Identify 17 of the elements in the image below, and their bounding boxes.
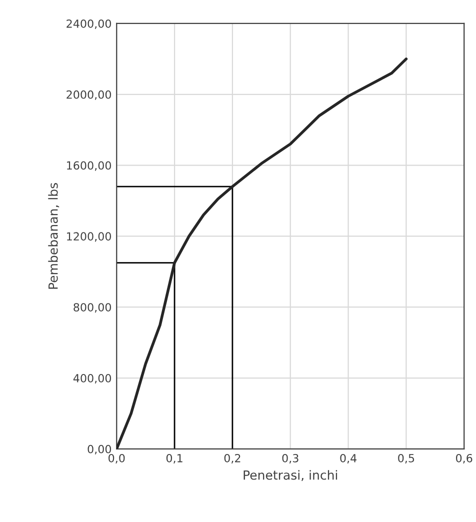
- x-tick-label: 0,0: [108, 454, 125, 464]
- y-tick-label: 2400,00: [66, 19, 112, 30]
- y-tick-label: 1600,00: [67, 161, 112, 171]
- x-tick-label: 0,4: [340, 454, 356, 464]
- x-tick-label: 0,6: [456, 454, 472, 464]
- y-tick-label: 2000,00: [66, 90, 112, 100]
- x-tick-label: 0,2: [224, 454, 240, 464]
- x-axis-title: Penetrasi, inchi: [244, 470, 338, 482]
- x-tick-label: 0,3: [282, 454, 298, 464]
- y-axis-title: Pembebanan, lbs: [48, 183, 60, 289]
- y-tick-label: 400,00: [73, 374, 112, 384]
- x-tick-label: 0,1: [166, 454, 182, 464]
- line-series: [116, 58, 408, 449]
- y-tick-label: 1200,00: [67, 232, 112, 242]
- y-tick-label: 800,00: [74, 303, 112, 313]
- y-tick-label: 0,00: [88, 444, 112, 454]
- x-tick-label: 0,5: [398, 454, 414, 464]
